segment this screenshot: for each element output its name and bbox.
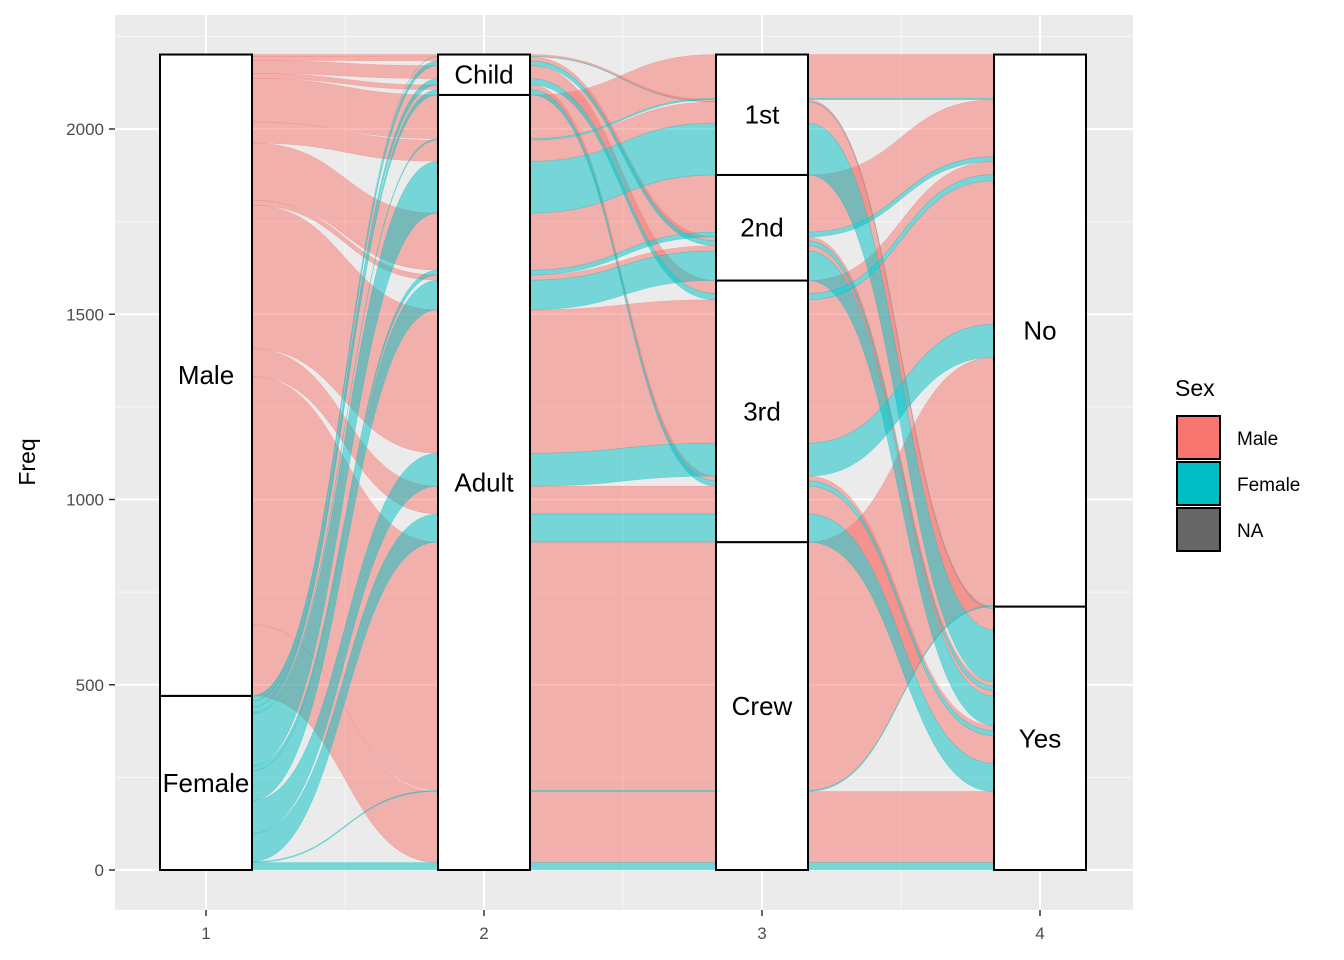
stratum-female: [159, 694, 253, 871]
stratum-yes: [993, 605, 1087, 872]
stratum-label-adult: Adult: [454, 467, 514, 497]
stratum-1st: [715, 53, 809, 176]
x-tick-label: 1: [201, 924, 210, 943]
stratum-male: [159, 53, 253, 697]
stratum-no: [993, 53, 1087, 608]
strata: Female Male Adult Child Crew 3rd 2nd 1st Yes No: [159, 53, 1087, 872]
legend-title: Sex: [1175, 375, 1215, 401]
x-tick-label: 4: [1035, 924, 1044, 943]
legend-key-male: [1176, 415, 1221, 460]
stratum-label-yes: Yes: [1019, 723, 1061, 753]
stratum-label-crew: Crew: [732, 691, 793, 721]
y-tick-label: 0: [95, 861, 104, 880]
stratum-3rd: [715, 279, 809, 544]
y-tick-label: 1000: [66, 491, 104, 510]
flow-female-adult-crew-yes: [159, 862, 1087, 871]
stratum-child: [437, 53, 531, 96]
stratum-label-1st: 1st: [745, 100, 780, 130]
flows: [159, 54, 1087, 871]
y-tick-label: 1500: [66, 305, 104, 324]
y-tick-label: 500: [76, 676, 104, 695]
y-tick-label: 2000: [66, 120, 104, 139]
legend-label-female: Female: [1237, 475, 1300, 496]
x-tick-label: 2: [479, 924, 488, 943]
stratum-label-no: No: [1023, 316, 1056, 346]
stratum-adult: [437, 93, 531, 871]
stratum-label-child: Child: [454, 60, 513, 90]
stratum-crew: [715, 541, 809, 871]
stratum-label-female: Female: [163, 768, 250, 798]
legend-label-na: NA: [1237, 521, 1264, 542]
legend-key-na: [1176, 507, 1221, 552]
legend-key-female: [1176, 461, 1221, 506]
axes: 0 500 1000 1500 2000 1 2 3 4: [66, 120, 1045, 943]
x-tick-label: 3: [757, 924, 766, 943]
legend-label-male: Male: [1237, 429, 1278, 450]
stratum-2nd: [715, 173, 809, 282]
y-axis-title: Freq: [14, 438, 40, 485]
stratum-label-3rd: 3rd: [743, 396, 781, 426]
stratum-label-male: Male: [178, 360, 234, 390]
stratum-label-2nd: 2nd: [740, 213, 783, 243]
legend: Sex Male Female NA: [1175, 375, 1300, 552]
